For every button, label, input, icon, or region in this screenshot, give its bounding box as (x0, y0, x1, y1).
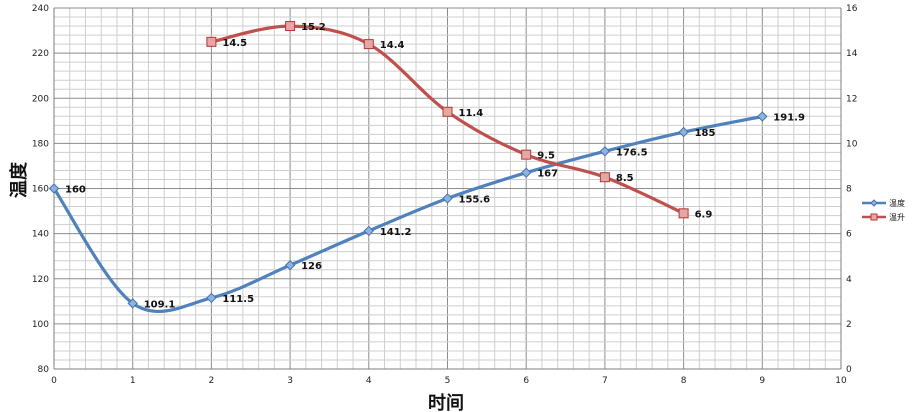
x-tick-label: 5 (445, 376, 451, 386)
data-point-square (678, 208, 689, 219)
y2-tick-label: 14 (846, 49, 858, 59)
x-tick-label: 2 (209, 376, 215, 386)
x-tick-label: 1 (130, 376, 136, 386)
x-tick-label: 8 (681, 376, 687, 386)
y-tick-label: 120 (32, 275, 49, 285)
data-point-square (599, 172, 610, 183)
data-label: 167 (537, 169, 558, 180)
data-label: 185 (695, 128, 716, 139)
x-tick-label: 10 (835, 376, 847, 386)
x-tick-label: 9 (759, 376, 765, 386)
data-label: 6.9 (695, 209, 713, 220)
data-point-diamond (442, 193, 453, 204)
y2-tick-label: 6 (846, 230, 852, 240)
data-label: 191.9 (773, 113, 805, 124)
grid (53, 7, 842, 370)
y-tick-label: 140 (32, 230, 49, 240)
data-label: 111.5 (222, 294, 254, 305)
y2-tick-label: 4 (846, 275, 852, 285)
y-tick-label: 180 (32, 139, 49, 149)
data-point-diamond (284, 260, 296, 271)
x-tick-label: 6 (523, 376, 529, 386)
data-point-diamond (599, 146, 611, 157)
data-label: 14.5 (222, 38, 247, 49)
data-label: 8.5 (616, 173, 634, 184)
y-tick-label: 220 (32, 49, 49, 59)
y2-tick-label: 2 (846, 320, 852, 330)
data-point-diamond (48, 183, 60, 194)
x-tick-label: 0 (51, 376, 57, 386)
x-axis-title: 时间 (428, 393, 464, 412)
x-tick-label: 7 (602, 376, 608, 386)
data-point-square (206, 36, 217, 47)
y2-tick-label: 8 (846, 185, 852, 195)
data-point-diamond (363, 225, 375, 237)
data-point-square (285, 21, 296, 32)
data-label: 15.2 (301, 22, 326, 33)
data-point-square (442, 106, 453, 117)
data-label: 160 (65, 185, 86, 196)
y-axis-title: 温度 (8, 161, 30, 198)
data-point-diamond (678, 126, 689, 138)
data-label: 176.5 (616, 147, 648, 158)
legend-label: 温升 (889, 213, 905, 222)
data-point-square (521, 149, 532, 160)
data-label: 9.5 (537, 151, 555, 162)
data-label: 14.4 (380, 40, 405, 51)
data-label: 141.2 (380, 227, 412, 238)
data-point-diamond (127, 298, 138, 309)
x-tick-label: 3 (287, 376, 293, 386)
y-tick-label: 200 (32, 94, 49, 104)
y2-tick-label: 12 (846, 94, 857, 104)
y2-tick-label: 0 (846, 365, 852, 375)
y-tick-label: 160 (32, 185, 49, 195)
data-point-diamond (520, 167, 532, 178)
legend-label: 温度 (889, 198, 905, 208)
data-label: 11.4 (459, 108, 484, 119)
series-layer (48, 21, 768, 314)
legend-marker-diamond (870, 199, 878, 207)
legend-marker-square (870, 213, 878, 221)
y-tick-label: 240 (32, 4, 49, 14)
data-label: 155.6 (459, 194, 491, 205)
data-point-diamond (757, 111, 768, 122)
y-tick-label: 100 (32, 320, 49, 330)
data-point-diamond (206, 292, 217, 304)
y-tick-label: 80 (38, 365, 50, 375)
data-label: 126 (301, 261, 322, 272)
data-point-square (363, 39, 374, 50)
y2-tick-label: 16 (846, 4, 858, 14)
data-label: 109.1 (144, 299, 176, 310)
y2-tick-label: 10 (846, 139, 858, 149)
x-tick-label: 4 (366, 376, 372, 386)
data-labels: 160 109.1 111.5 126 141.2 155.6 167 176.5 185 191… (65, 22, 805, 310)
series-line-1 (52, 114, 764, 314)
